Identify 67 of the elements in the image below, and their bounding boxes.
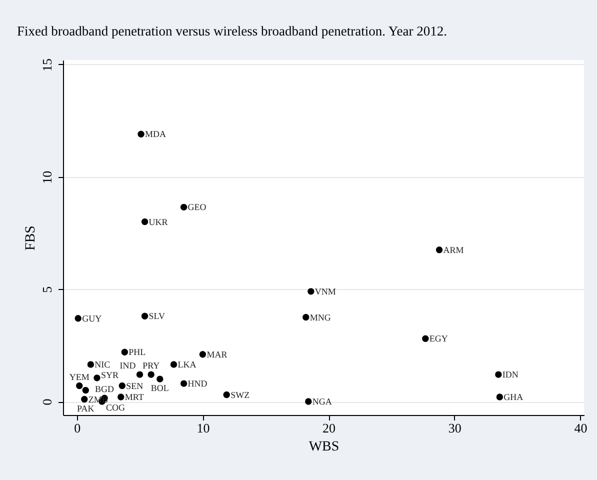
- data-label: NGA: [312, 396, 332, 407]
- point: [94, 374, 100, 382]
- point: [81, 396, 88, 403]
- data-label: PAK: [77, 403, 95, 414]
- data-label: YEM: [69, 372, 90, 382]
- x-tick-label: 40: [574, 420, 588, 436]
- data-label: PRY: [142, 360, 160, 371]
- x-tick-label: 20: [322, 420, 336, 436]
- point: [141, 312, 148, 320]
- point: [180, 380, 188, 387]
- point: [138, 130, 144, 138]
- point: [82, 386, 90, 394]
- point: [136, 371, 144, 378]
- y-tick-label: 5: [40, 286, 54, 293]
- x-axis-title: WBS: [308, 440, 340, 454]
- point: [436, 246, 443, 254]
- data-label: EGY: [429, 334, 448, 344]
- x-tick-label: 0: [74, 420, 81, 436]
- y-axis-title: FBS: [24, 226, 38, 250]
- data-label: SYR: [100, 370, 118, 380]
- point: [87, 361, 94, 368]
- data-label: SEN: [126, 380, 144, 391]
- y-tick-label: 10: [40, 170, 54, 184]
- point: [76, 382, 83, 390]
- data-label: BOL: [150, 383, 169, 394]
- data-label: MDA: [145, 129, 167, 140]
- point: [199, 350, 206, 358]
- data-label: IDN: [502, 370, 519, 380]
- point: [118, 394, 124, 400]
- data-label: UKR: [148, 216, 168, 227]
- data-label: HND: [188, 378, 208, 389]
- point: [156, 376, 164, 382]
- data-label: GUY: [82, 313, 102, 324]
- data-label: GEO: [188, 202, 207, 212]
- y-tick-label: 15: [40, 58, 54, 72]
- point: [223, 391, 230, 398]
- data-label: VNM: [314, 286, 336, 296]
- data-label: LKA: [178, 359, 197, 370]
- data-label: PHL: [128, 347, 146, 358]
- data-label: SLV: [148, 311, 166, 322]
- point: [118, 382, 126, 390]
- data-label: MNG: [310, 312, 332, 322]
- point: [305, 398, 312, 405]
- point: [495, 371, 502, 378]
- data-label: ARM: [443, 244, 464, 255]
- data-label: NIC: [94, 359, 110, 370]
- data-label: IND: [120, 360, 136, 371]
- y-tick-label: 0: [40, 398, 54, 406]
- data-label: GHA: [504, 392, 524, 402]
- point: [170, 361, 178, 368]
- point: [422, 335, 429, 342]
- point: [180, 204, 188, 211]
- data-label: MAR: [206, 349, 228, 360]
- point: [148, 371, 154, 378]
- x-tick-label: 10: [196, 420, 210, 436]
- data-label: MRT: [124, 392, 144, 402]
- point: [74, 315, 82, 322]
- data-label: COG: [106, 402, 126, 413]
- point: [496, 394, 504, 400]
- point: [141, 218, 148, 226]
- data-label: SWZ: [230, 390, 250, 400]
- point: [121, 348, 128, 356]
- chart-title: Fixed broadband penetration versus wireless broadband penetration. Year 2012.: [17, 23, 448, 38]
- data-label: BGD: [95, 384, 115, 394]
- point: [308, 288, 314, 295]
- x-tick-label: 30: [448, 420, 462, 436]
- point: [302, 314, 310, 321]
